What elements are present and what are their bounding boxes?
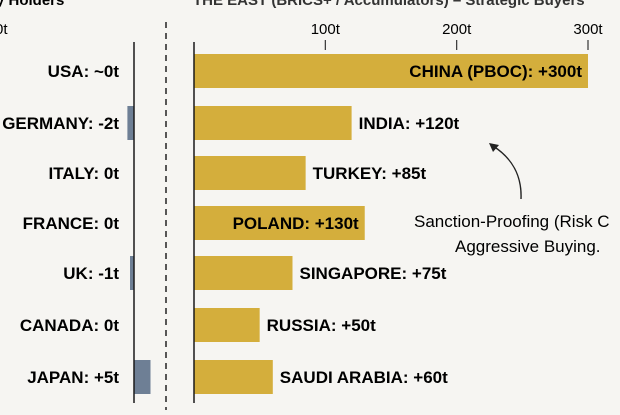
left-bar-label: UK: -1t xyxy=(63,264,119,283)
right-bar xyxy=(194,156,306,190)
right-bar xyxy=(194,106,352,140)
right-bar-label: INDIA: +120t xyxy=(359,114,460,133)
right-bar xyxy=(194,206,365,240)
right-bar xyxy=(194,308,260,342)
right-bar-group: CHINA (PBOC): +300t INDIA: +120t TURKEY: +… xyxy=(194,54,588,394)
left-bar-label: JAPAN: +5t xyxy=(27,368,119,387)
right-panel-title-fragment: THE EAST (BRICS+ / Accumulators) – Strat… xyxy=(193,0,585,9)
left-bar-label: CANADA: 0t xyxy=(20,316,120,335)
left-bar-label: FRANCE: 0t xyxy=(23,214,120,233)
right-bar xyxy=(194,54,588,88)
annotation-line-2: Aggressive Buying. xyxy=(455,237,601,256)
x-tick-label: 100t xyxy=(311,21,341,38)
left-bar xyxy=(134,360,151,394)
x-tick-label: 300t xyxy=(573,21,603,38)
left-panel-title-fragment: y Holders xyxy=(0,0,64,9)
annotation-arrow xyxy=(492,145,522,200)
right-bar xyxy=(194,360,273,394)
right-bar-label: TURKEY: +85t xyxy=(313,164,427,183)
right-bar-label: CHINA (PBOC): +300t xyxy=(409,62,582,81)
left-bar xyxy=(130,256,134,290)
left-bar-label: USA: ~0t xyxy=(48,62,120,81)
left-bar-label: ITALY: 0t xyxy=(48,164,119,183)
right-bar-label: SINGAPORE: +75t xyxy=(300,264,447,283)
left-bar xyxy=(127,106,134,140)
right-bar xyxy=(194,256,293,290)
annotation-arrow-head xyxy=(489,143,499,152)
right-bar-label: SAUDI ARABIA: +60t xyxy=(280,368,448,387)
annotation-line-1: Sanction-Proofing (Risk C xyxy=(414,212,610,231)
x-axis-ticks: 100t 200t 300t xyxy=(311,21,603,50)
x-tick-label: 200t xyxy=(442,21,472,38)
left-axis-tick-label: 0t xyxy=(0,21,8,38)
left-bar-group: USA: ~0t GERMANY: -2t ITALY: 0t FRANCE: 0t U… xyxy=(2,62,151,394)
right-bar-label: POLAND: +130t xyxy=(233,214,359,233)
left-bar-label: GERMANY: -2t xyxy=(2,114,119,133)
right-bar-label: RUSSIA: +50t xyxy=(267,316,376,335)
